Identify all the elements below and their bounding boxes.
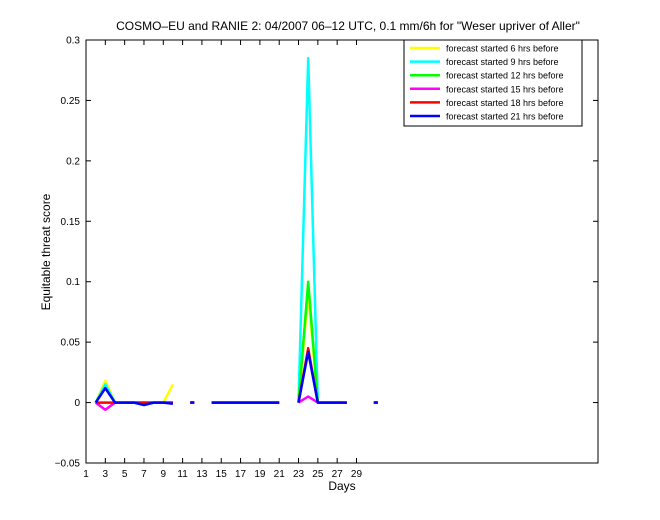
x-tick-label: 17 [235,469,247,480]
x-tick-label: 23 [293,469,305,480]
legend-item: forecast started 21 hrs before [410,112,564,122]
x-tick-label: 7 [141,469,147,480]
x-axis-label: Days [328,479,355,493]
axes-layer: 1 3 5 7 9 11 13 15 17 19 21 23 25 27 29−0.0500.050.10.… [55,36,598,480]
x-tick-label: 9 [161,469,167,480]
legend-label: forecast started 9 hrs before [446,57,559,67]
x-tick-label: 15 [216,469,228,480]
legend-label: forecast started 6 hrs before [446,44,559,54]
legend-item: forecast started 9 hrs before [410,57,559,67]
y-axis-label: Equitable threat score [39,193,53,310]
x-tick-label: 21 [274,469,286,480]
legend-box [403,39,583,127]
x-tick-label: 13 [196,469,208,480]
x-tick-label: 19 [254,469,266,480]
y-tick-label: 0 [74,398,80,409]
x-tick-label: 5 [122,469,128,480]
chart-title: COSMO–EU and RANIE 2: 04/2007 06–12 UTC,… [116,19,580,33]
legend-item: forecast started 18 hrs before [410,98,564,108]
y-tick-label: 0.05 [61,338,81,349]
legend-label: forecast started 18 hrs before [446,98,564,108]
legend-label: forecast started 21 hrs before [446,112,564,122]
legend: forecast started 6 hrs before forecast st… [403,39,583,127]
legend-item: forecast started 12 hrs before [410,71,564,81]
y-tick-label: 0.15 [61,217,81,228]
series-6 [96,352,378,405]
x-tick-label: 29 [351,469,363,480]
legend-item: forecast started 15 hrs before [410,84,564,94]
y-tick-label: −0.05 [55,459,81,470]
x-tick-label: 11 [177,469,188,480]
series-layer [96,58,378,410]
y-tick-label: 0.3 [66,36,80,47]
x-tick-label: 25 [312,469,324,480]
x-tick-label: 3 [103,469,109,480]
legend-label: forecast started 15 hrs before [446,84,564,94]
legend-label: forecast started 12 hrs before [446,71,564,81]
y-tick-label: 0.25 [61,96,81,107]
legend-item: forecast started 6 hrs before [410,44,559,54]
x-tick-label: 1 [83,469,89,480]
y-tick-label: 0.1 [66,277,80,288]
y-tick-label: 0.2 [66,156,80,167]
x-tick-label: 27 [332,469,344,480]
